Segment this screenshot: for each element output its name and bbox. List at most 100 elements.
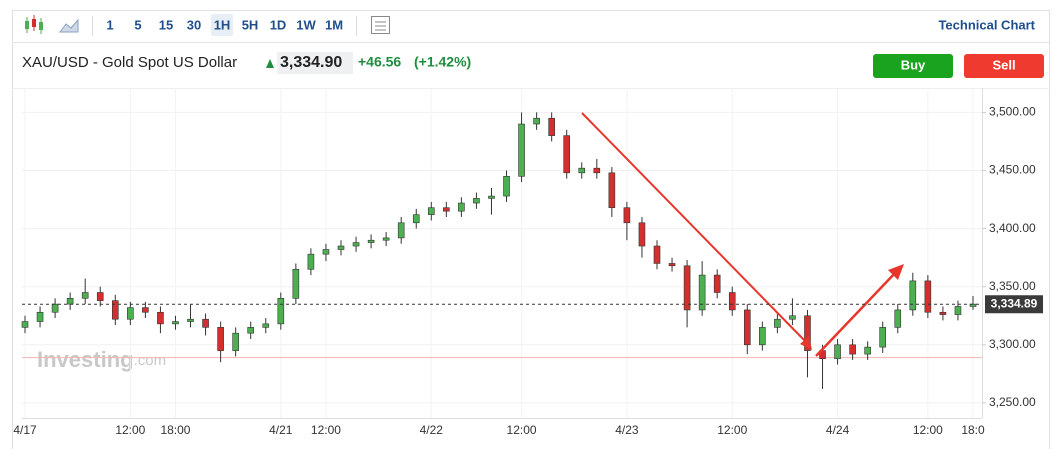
change-pct: (+1.42%) (414, 54, 471, 70)
interval-button[interactable]: 1W (296, 17, 316, 32)
x-tick-label: 4/23 (615, 423, 639, 437)
sell-button[interactable] (964, 54, 1044, 78)
x-tick-label: 18:00 (160, 423, 190, 437)
y-tick-label: 3,400.00 (989, 221, 1036, 235)
candle-body (427, 207, 435, 215)
candle-body (262, 323, 270, 328)
candle-body (322, 249, 330, 255)
frame (12, 10, 1050, 449)
candle-body (21, 321, 29, 328)
x-tick-label: 4/22 (420, 423, 444, 437)
candle-body (518, 123, 525, 177)
candle-body (864, 346, 871, 355)
interval-button[interactable]: 5H (242, 17, 259, 32)
candle-body (638, 222, 646, 247)
y-tick-label: 3,350.00 (989, 279, 1036, 293)
x-tick-label: 12:00 (717, 423, 747, 437)
x-tick-label: 12:00 (311, 423, 341, 437)
candle-body (849, 344, 856, 355)
candle-body (548, 117, 555, 136)
candle-body (939, 311, 947, 315)
candle-body (247, 327, 255, 334)
x-tick-label: 12:00 (913, 423, 943, 437)
candle-body (924, 280, 932, 313)
candle-body (593, 167, 601, 174)
candle-icon[interactable] (25, 15, 43, 34)
price: 3,334.90 (280, 54, 342, 71)
y-tick-label: 3,450.00 (989, 163, 1036, 177)
candle-body (668, 263, 676, 267)
y-tick-label: 3,300.00 (989, 337, 1036, 351)
candle-body (51, 303, 59, 313)
buy-label[interactable]: Buy (901, 57, 926, 72)
x-tick-label: 4/24 (826, 423, 850, 437)
candle-body (563, 135, 571, 174)
active-interval-bg (211, 14, 233, 36)
technical-chart-link[interactable]: Technical Chart (938, 17, 1035, 32)
table-icon[interactable] (371, 16, 390, 34)
interval-button[interactable]: 1M (325, 17, 343, 32)
watermark: Investing.com (37, 347, 166, 372)
candle-body (879, 327, 887, 348)
candle-body (473, 198, 480, 204)
candle-body (458, 202, 465, 212)
area-icon[interactable] (59, 18, 79, 33)
watermark-suffix: .com (134, 352, 167, 369)
last-price-label: 3,334.89 (991, 296, 1038, 310)
candle-body (307, 253, 315, 270)
candle-body (653, 245, 661, 264)
candle-body (623, 207, 631, 224)
candle-body (397, 222, 405, 239)
last-price-box (985, 295, 1043, 314)
candle-body (217, 327, 224, 351)
interval-button[interactable]: 15 (159, 17, 173, 32)
candle-body (774, 318, 781, 328)
buy-button[interactable] (873, 54, 953, 78)
symbol-title: XAU/USD - Gold Spot US Dollar (22, 54, 237, 71)
candle-body (367, 239, 375, 243)
interval-button[interactable]: 30 (187, 17, 201, 32)
candle-body (954, 306, 962, 315)
candle-body (728, 292, 736, 311)
sell-label[interactable]: Sell (992, 57, 1015, 72)
candle-body (172, 321, 179, 325)
y-tick-label: 3,250.00 (989, 395, 1036, 409)
candle-body (142, 307, 149, 313)
x-tick-label: 12:00 (115, 423, 145, 437)
candle-body (804, 315, 811, 351)
interval-button[interactable]: 1H (214, 17, 231, 32)
interval-button[interactable]: 1 (106, 17, 113, 32)
candle-body (578, 167, 586, 174)
candle-body (443, 207, 450, 212)
candle-body (743, 309, 751, 346)
candle-body (111, 300, 119, 320)
x-tick-label: 18:0 (961, 423, 985, 437)
candle-body (412, 214, 420, 224)
candle-body (789, 315, 796, 320)
candle-body (277, 298, 285, 325)
candle-body (698, 274, 706, 311)
candle-body (81, 292, 89, 299)
candle-body (713, 274, 721, 293)
candle-body (894, 309, 902, 328)
up-arrow (266, 59, 274, 68)
watermark-brand: Investing (37, 347, 134, 372)
candle-body (683, 265, 691, 311)
y-tick-label: 3,500.00 (989, 105, 1036, 119)
candle-body (834, 344, 841, 360)
candle-body (202, 318, 209, 328)
candle-body (292, 268, 300, 299)
candle-body (232, 332, 239, 351)
candle-body (96, 292, 104, 301)
x-tick-label: 12:00 (507, 423, 537, 437)
change: +46.56 (358, 54, 401, 70)
candle-body (337, 245, 345, 250)
candle-body (608, 172, 616, 208)
interval-button[interactable]: 1D (270, 17, 287, 32)
candle-body (127, 307, 134, 320)
interval-button[interactable]: 5 (134, 17, 141, 32)
x-tick-label: 4/21 (269, 423, 293, 437)
candle-body (488, 195, 495, 199)
